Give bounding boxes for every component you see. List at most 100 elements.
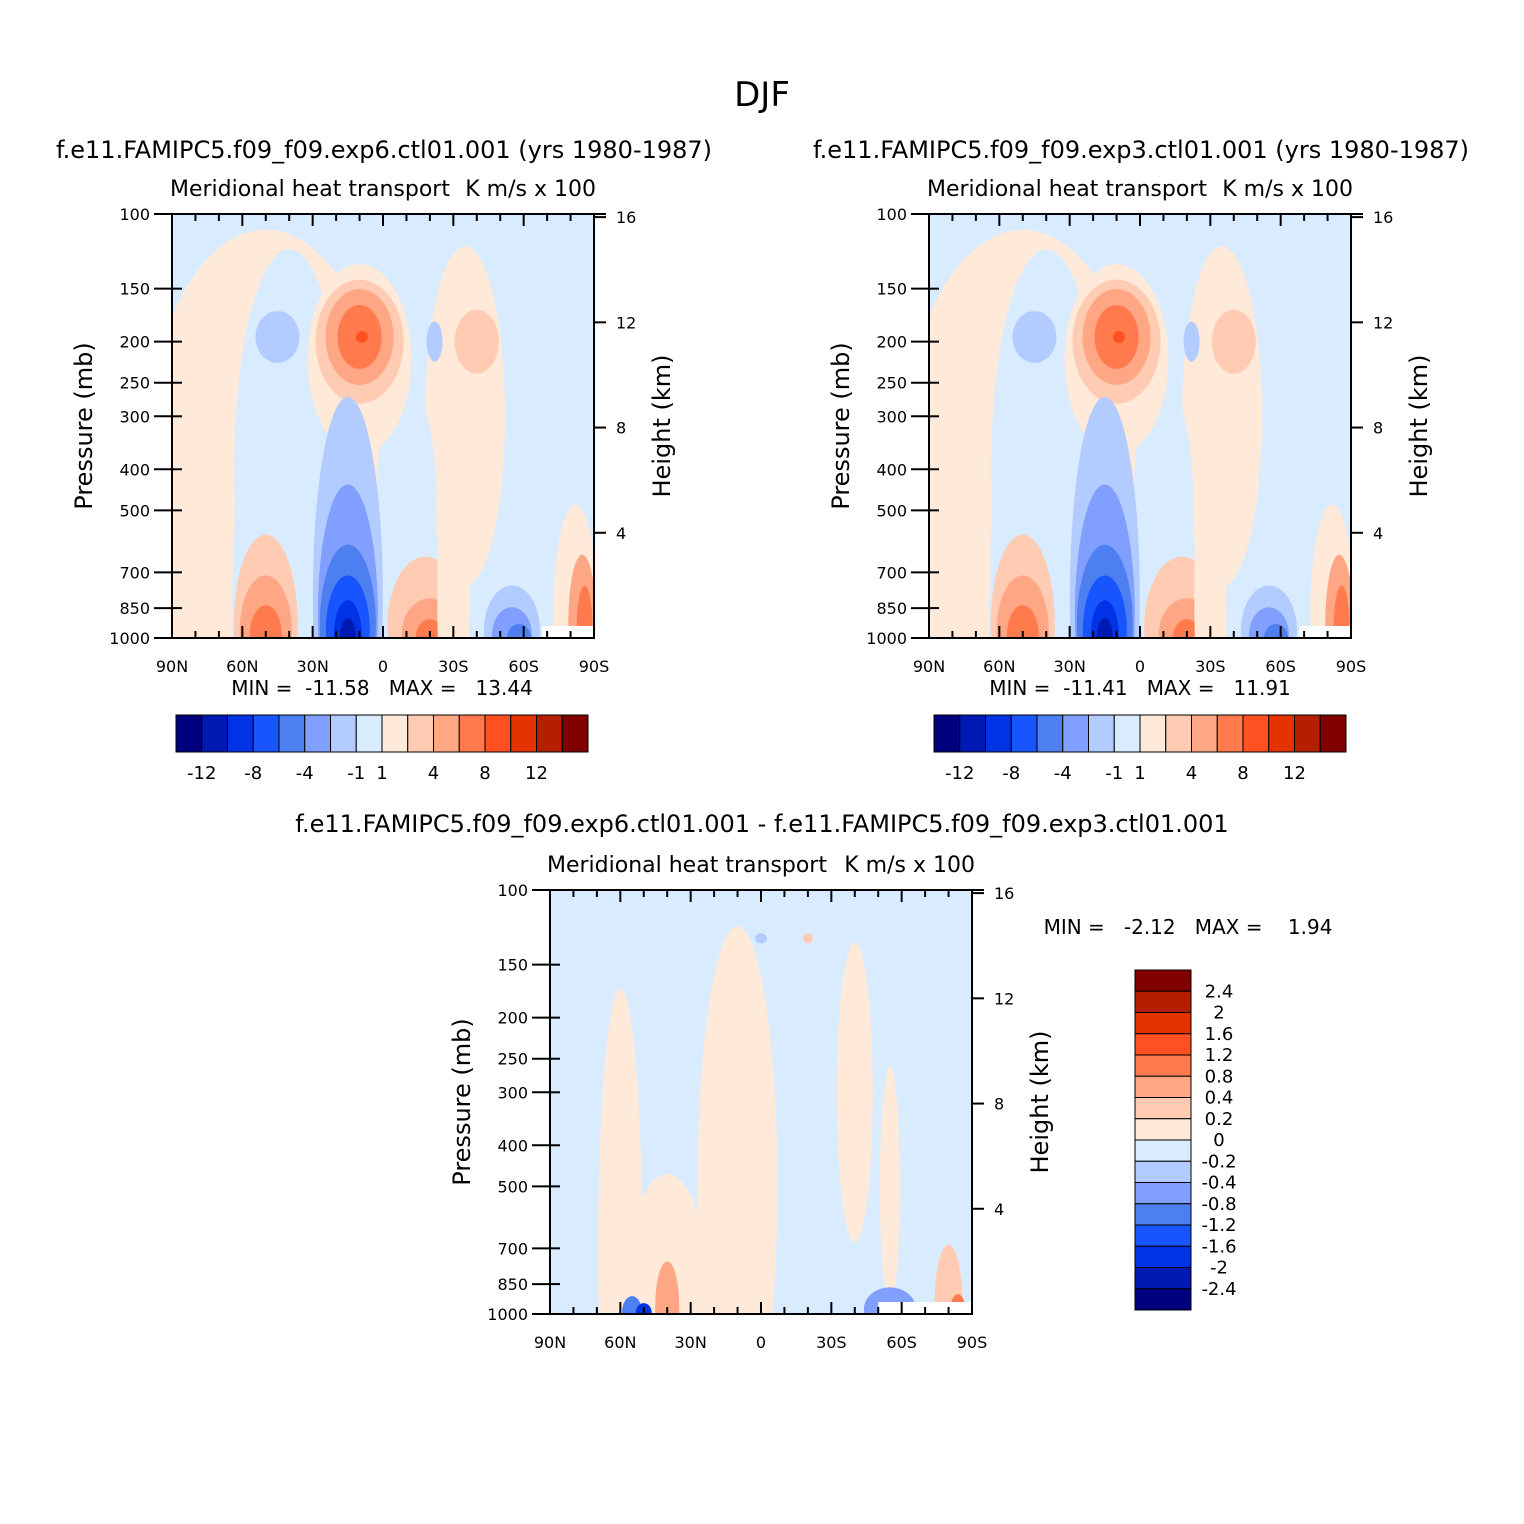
x-tick-label: 0 [756,1333,766,1352]
contour-blob [339,618,356,638]
y2-tick-label: 8 [1373,419,1383,438]
colorbar-swatch [433,714,460,753]
colorbar-swatch [355,714,383,753]
left-label: Meridional heat transport [547,853,827,878]
contour-blob [1112,330,1125,343]
x-tick-label: 60N [983,657,1015,676]
colorbar-label: -0.2 [1201,1151,1236,1172]
figure-title: DJF [734,75,790,115]
y2-axis-label: Height (km) [1026,1031,1054,1174]
x-tick-label: 30S [1195,657,1226,676]
colorbar-label: -12 [945,763,974,784]
colorbar-label: 12 [1283,763,1306,784]
contour-field [929,214,1351,638]
colorbar-label: -8 [244,763,262,784]
colorbar-label: 2.4 [1205,981,1234,1002]
colorbar-label: -1 [347,763,365,784]
colorbar-swatch [1134,1012,1192,1035]
min-max-label: MIN = -11.41 MAX = 11.91 [989,676,1291,700]
contour-blob [598,988,643,1314]
contour-blob [802,933,813,944]
colorbar-label: -2.4 [1201,1279,1236,1300]
colorbar-swatch [510,714,537,753]
y-tick-label: 200 [876,333,907,352]
y-tick-label: 150 [876,280,907,299]
colorbar-swatch [1134,1267,1192,1290]
contour-blob [576,585,593,638]
contour-blob [426,321,443,362]
y-tick-label: 850 [876,599,907,618]
contour-blob [415,619,444,638]
x-tick-label: 60S [1265,657,1296,676]
colorbar-swatch [1165,714,1192,753]
colorbar-label: 0.8 [1205,1066,1234,1087]
colorbar-swatch [1010,714,1038,753]
colorbar-label: -0.4 [1201,1173,1236,1194]
colorbar-label: 1.2 [1205,1045,1234,1066]
contour-blob [249,605,282,638]
y-axis-label: Pressure (mb) [827,342,855,509]
colorbar-swatch [985,714,1012,753]
colorbar: 2.421.61.20.80.40.20-0.2-0.4-0.8-1.2-1.6… [1134,969,1237,1311]
colorbar-swatch [381,714,409,753]
panel-title: f.e11.FAMIPC5.f09_f09.exp6.ctl01.001 - f… [295,810,1228,838]
contour-blob [1263,624,1288,638]
x-tick-label: 90S [1336,657,1367,676]
panel-difference: f.e11.FAMIPC5.f09_f09.exp6.ctl01.001 - f… [295,810,1332,1352]
colorbar-label: 8 [479,763,490,784]
x-tick-label: 90S [957,1333,988,1352]
plot-axes: 100 150 200 250 300 400 500 700 850 1000 16 12 8 4 90N… [109,205,636,676]
colorbar-swatch [1088,714,1115,753]
y2-tick-label: 16 [1373,208,1393,227]
y2-tick-label: 4 [1373,524,1383,543]
colorbar-swatch [1134,1224,1192,1247]
colorbar-label: -1.6 [1201,1236,1236,1257]
colorbar-swatch [330,714,357,753]
colorbar-label: 1 [376,763,387,784]
y-tick-label: 250 [119,374,150,393]
contour-field [172,214,594,638]
colorbar-swatch [484,714,512,753]
panel-title: f.e11.FAMIPC5.f09_f09.exp3.ctl01.001 (yr… [813,136,1469,164]
plot-axes: 100 150 200 250 300 400 500 700 850 1000 16 12 8 4 90N… [866,205,1393,676]
y2-tick-label: 8 [994,1095,1004,1114]
colorbar-swatch [933,714,961,753]
colorbar-label: 4 [428,763,439,784]
panel-exp3: f.e11.FAMIPC5.f09_f09.exp3.ctl01.001 (yr… [813,136,1469,784]
y-tick-label: 200 [119,333,150,352]
colorbar-label: -4 [296,763,314,784]
x-tick-label: 60N [226,657,258,676]
right-label: K m/s x 100 [465,177,596,202]
colorbar-label: 2 [1213,1003,1224,1024]
x-tick-label: 30N [297,657,329,676]
y-tick-label: 300 [876,407,907,426]
y-axis-label: Pressure (mb) [448,1018,476,1185]
colorbar-swatch [278,714,306,753]
contour-blob [627,1174,708,1314]
y-tick-label: 500 [876,501,907,520]
colorbar-label: -0.8 [1201,1194,1236,1215]
right-label: K m/s x 100 [844,853,975,878]
y-tick-label: 150 [497,956,528,975]
colorbar-label: -2 [1210,1258,1228,1279]
colorbar-swatch [1062,714,1089,753]
colorbar-swatch [458,714,486,753]
x-tick-label: 30N [1054,657,1086,676]
y-tick-label: 100 [497,881,528,900]
x-tick-label: 0 [378,657,388,676]
contour-blob [879,1066,900,1307]
colorbar-swatch [1134,1118,1192,1141]
y2-tick-label: 8 [616,419,626,438]
colorbar-swatch [1294,714,1321,753]
contour-blob [506,624,531,638]
colorbar-swatch [1134,1245,1192,1268]
y-tick-label: 300 [497,1083,528,1102]
colorbar-swatch [1134,1203,1192,1226]
contour-blob [355,330,368,343]
y-tick-label: 700 [876,563,907,582]
y-tick-label: 250 [497,1050,528,1069]
y2-tick-label: 12 [616,313,636,332]
colorbar-label: -1 [1105,763,1123,784]
contour-blob [1096,618,1113,638]
y-tick-label: 1000 [487,1305,528,1324]
